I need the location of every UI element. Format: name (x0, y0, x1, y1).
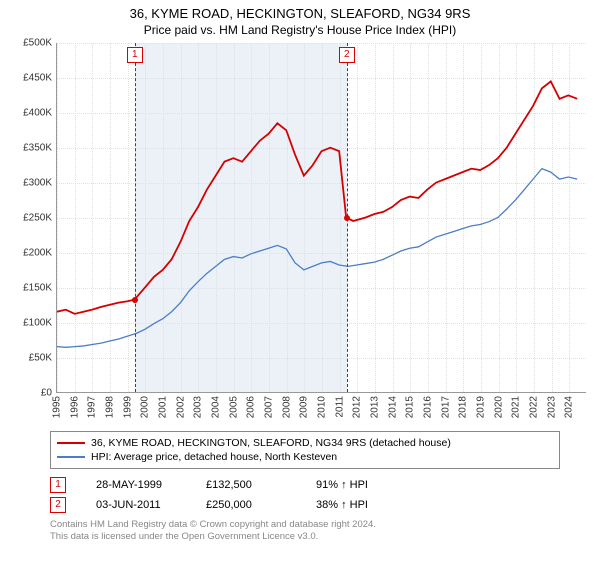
attribution-text: Contains HM Land Registry data © Crown c… (50, 519, 560, 544)
chart-subtitle: Price paid vs. HM Land Registry's House … (0, 23, 600, 37)
y-tick-label: £250K (23, 213, 52, 224)
y-tick-label: £450K (23, 73, 52, 84)
sales-row: 2 03-JUN-2011 £250,000 38% ↑ HPI (50, 495, 560, 515)
sale-delta: 38% ↑ HPI (316, 499, 396, 511)
y-tick-label: £100K (23, 318, 52, 329)
chart-lines (57, 43, 586, 392)
x-tick-label: 2011 (334, 396, 345, 418)
x-tick-label: 2009 (299, 396, 310, 418)
y-tick-label: £350K (23, 143, 52, 154)
attribution-line2: This data is licensed under the Open Gov… (50, 531, 560, 543)
legend-item: HPI: Average price, detached house, Nort… (57, 450, 553, 464)
x-tick-label: 1999 (122, 396, 133, 418)
x-tick-label: 2000 (140, 396, 151, 418)
sale-badge: 1 (127, 47, 143, 63)
legend-label: HPI: Average price, detached house, Nort… (91, 451, 337, 463)
x-tick-label: 2004 (211, 396, 222, 418)
x-tick-label: 2021 (511, 396, 522, 418)
y-tick-label: £50K (29, 353, 52, 364)
sale-date: 28-MAY-1999 (96, 479, 176, 491)
y-tick-label: £400K (23, 108, 52, 119)
x-tick-label: 2001 (158, 396, 169, 418)
y-tick-label: £300K (23, 178, 52, 189)
legend-item: 36, KYME ROAD, HECKINGTON, SLEAFORD, NG3… (57, 436, 553, 450)
x-tick-label: 1995 (52, 396, 63, 418)
x-tick-label: 1997 (87, 396, 98, 418)
x-tick-label: 2013 (370, 396, 381, 418)
chart-area: £0 £50K £100K £150K £200K £250K £300K £350K £400… (10, 43, 590, 423)
plot-area: 1995199619971998199920002001200220032004… (56, 43, 586, 393)
x-tick-label: 2012 (352, 396, 363, 418)
x-tick-label: 2014 (387, 396, 398, 418)
y-axis: £0£50K£100K£150K£200K£250K£300K£350K£400… (10, 43, 54, 393)
x-tick-label: 2010 (317, 396, 328, 418)
x-tick-label: 2005 (228, 396, 239, 418)
legend-swatch (57, 442, 85, 444)
sale-delta: 91% ↑ HPI (316, 479, 396, 491)
y-tick-label: £150K (23, 283, 52, 294)
legend-swatch (57, 456, 85, 458)
legend-label: 36, KYME ROAD, HECKINGTON, SLEAFORD, NG3… (91, 437, 451, 449)
x-tick-label: 2003 (193, 396, 204, 418)
x-tick-label: 2016 (423, 396, 434, 418)
y-tick-label: £500K (23, 38, 52, 49)
x-tick-label: 2023 (546, 396, 557, 418)
x-tick-label: 1996 (69, 396, 80, 418)
x-tick-label: 2018 (458, 396, 469, 418)
sale-price: £250,000 (206, 499, 286, 511)
x-tick-label: 2024 (564, 396, 575, 418)
sale-number-badge: 2 (50, 497, 66, 513)
x-tick-label: 2008 (281, 396, 292, 418)
x-tick-label: 2015 (405, 396, 416, 418)
x-tick-label: 2022 (529, 396, 540, 418)
legend: 36, KYME ROAD, HECKINGTON, SLEAFORD, NG3… (50, 431, 560, 469)
x-tick-label: 2002 (175, 396, 186, 418)
y-tick-label: £200K (23, 248, 52, 259)
sale-number-badge: 1 (50, 477, 66, 493)
sales-table: 1 28-MAY-1999 £132,500 91% ↑ HPI 2 03-JUN-201… (50, 475, 560, 515)
chart-container: 36, KYME ROAD, HECKINGTON, SLEAFORD, NG3… (0, 6, 600, 566)
x-tick-label: 2006 (246, 396, 257, 418)
sale-point-marker (132, 297, 138, 303)
sale-marker-line (135, 43, 136, 392)
x-tick-label: 2017 (440, 396, 451, 418)
sale-price: £132,500 (206, 479, 286, 491)
x-tick-label: 2020 (493, 396, 504, 418)
x-tick-label: 1998 (105, 396, 116, 418)
sale-point-marker (344, 215, 350, 221)
sale-date: 03-JUN-2011 (96, 499, 176, 511)
sales-row: 1 28-MAY-1999 £132,500 91% ↑ HPI (50, 475, 560, 495)
sale-badge: 2 (339, 47, 355, 63)
chart-title: 36, KYME ROAD, HECKINGTON, SLEAFORD, NG3… (0, 6, 600, 21)
x-tick-label: 2007 (264, 396, 275, 418)
attribution-line1: Contains HM Land Registry data © Crown c… (50, 519, 560, 531)
x-tick-label: 2019 (476, 396, 487, 418)
y-tick-label: £0 (41, 388, 52, 399)
